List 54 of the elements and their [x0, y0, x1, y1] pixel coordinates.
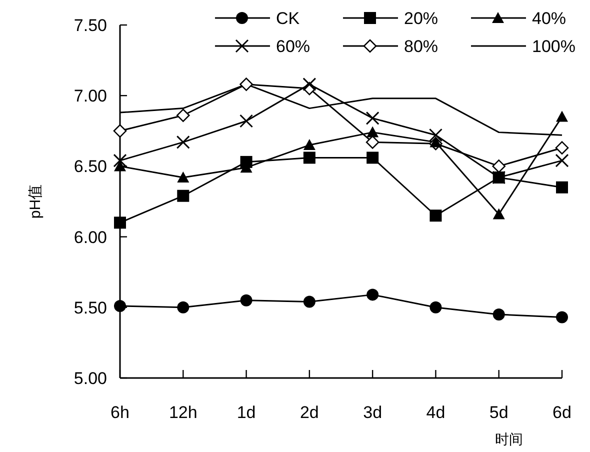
y-tick-label: 6.00 [74, 228, 107, 247]
legend-label: 40% [532, 8, 566, 28]
point [240, 156, 252, 168]
x-axis-title: 时间 [494, 432, 523, 448]
legend-label: 20% [404, 8, 438, 28]
x-tick-label: 5d [489, 403, 508, 422]
y-axis-title: pH值 [27, 184, 44, 219]
point [177, 301, 190, 314]
point [366, 136, 380, 149]
point [240, 114, 254, 128]
point [303, 152, 316, 164]
point [240, 78, 253, 91]
legend-label: 80% [404, 36, 438, 56]
point [428, 128, 442, 142]
y-tick-label: 7.50 [74, 16, 107, 35]
point [302, 78, 316, 92]
point [366, 152, 379, 164]
point [430, 210, 442, 222]
y-tick-label: 5.50 [74, 298, 107, 318]
x-tick-label: 2d [300, 403, 319, 422]
point [176, 135, 190, 149]
point [556, 311, 568, 324]
x-tick-label: 6d [552, 403, 572, 422]
point [114, 216, 126, 229]
point [492, 208, 505, 220]
y-tick-label: 7.00 [74, 86, 107, 106]
x-tick-label: 3d [363, 403, 382, 422]
x-tick-label: 4d [426, 403, 446, 422]
point [303, 296, 316, 308]
point [555, 154, 569, 168]
point [366, 111, 380, 125]
legend-label: 60% [276, 36, 310, 56]
y-tick-label: 6.50 [74, 157, 107, 176]
point [240, 294, 252, 306]
legend-label: CK [276, 8, 300, 28]
point [366, 288, 379, 301]
x-tick-label: 12h [168, 403, 198, 422]
x-tick-label: 6h [110, 403, 130, 422]
point [556, 181, 568, 194]
point [366, 126, 379, 138]
point [492, 160, 506, 173]
point [176, 108, 190, 122]
legend-label: 100% [532, 36, 576, 56]
point [555, 141, 569, 154]
point [113, 124, 127, 138]
point [492, 308, 505, 320]
x-tick-label: 1d [236, 403, 256, 422]
point [177, 171, 190, 182]
point [556, 110, 568, 122]
point [177, 190, 190, 202]
y-tick-label: 5.00 [74, 368, 107, 388]
point [430, 136, 442, 148]
point [303, 139, 316, 150]
point [430, 301, 442, 314]
